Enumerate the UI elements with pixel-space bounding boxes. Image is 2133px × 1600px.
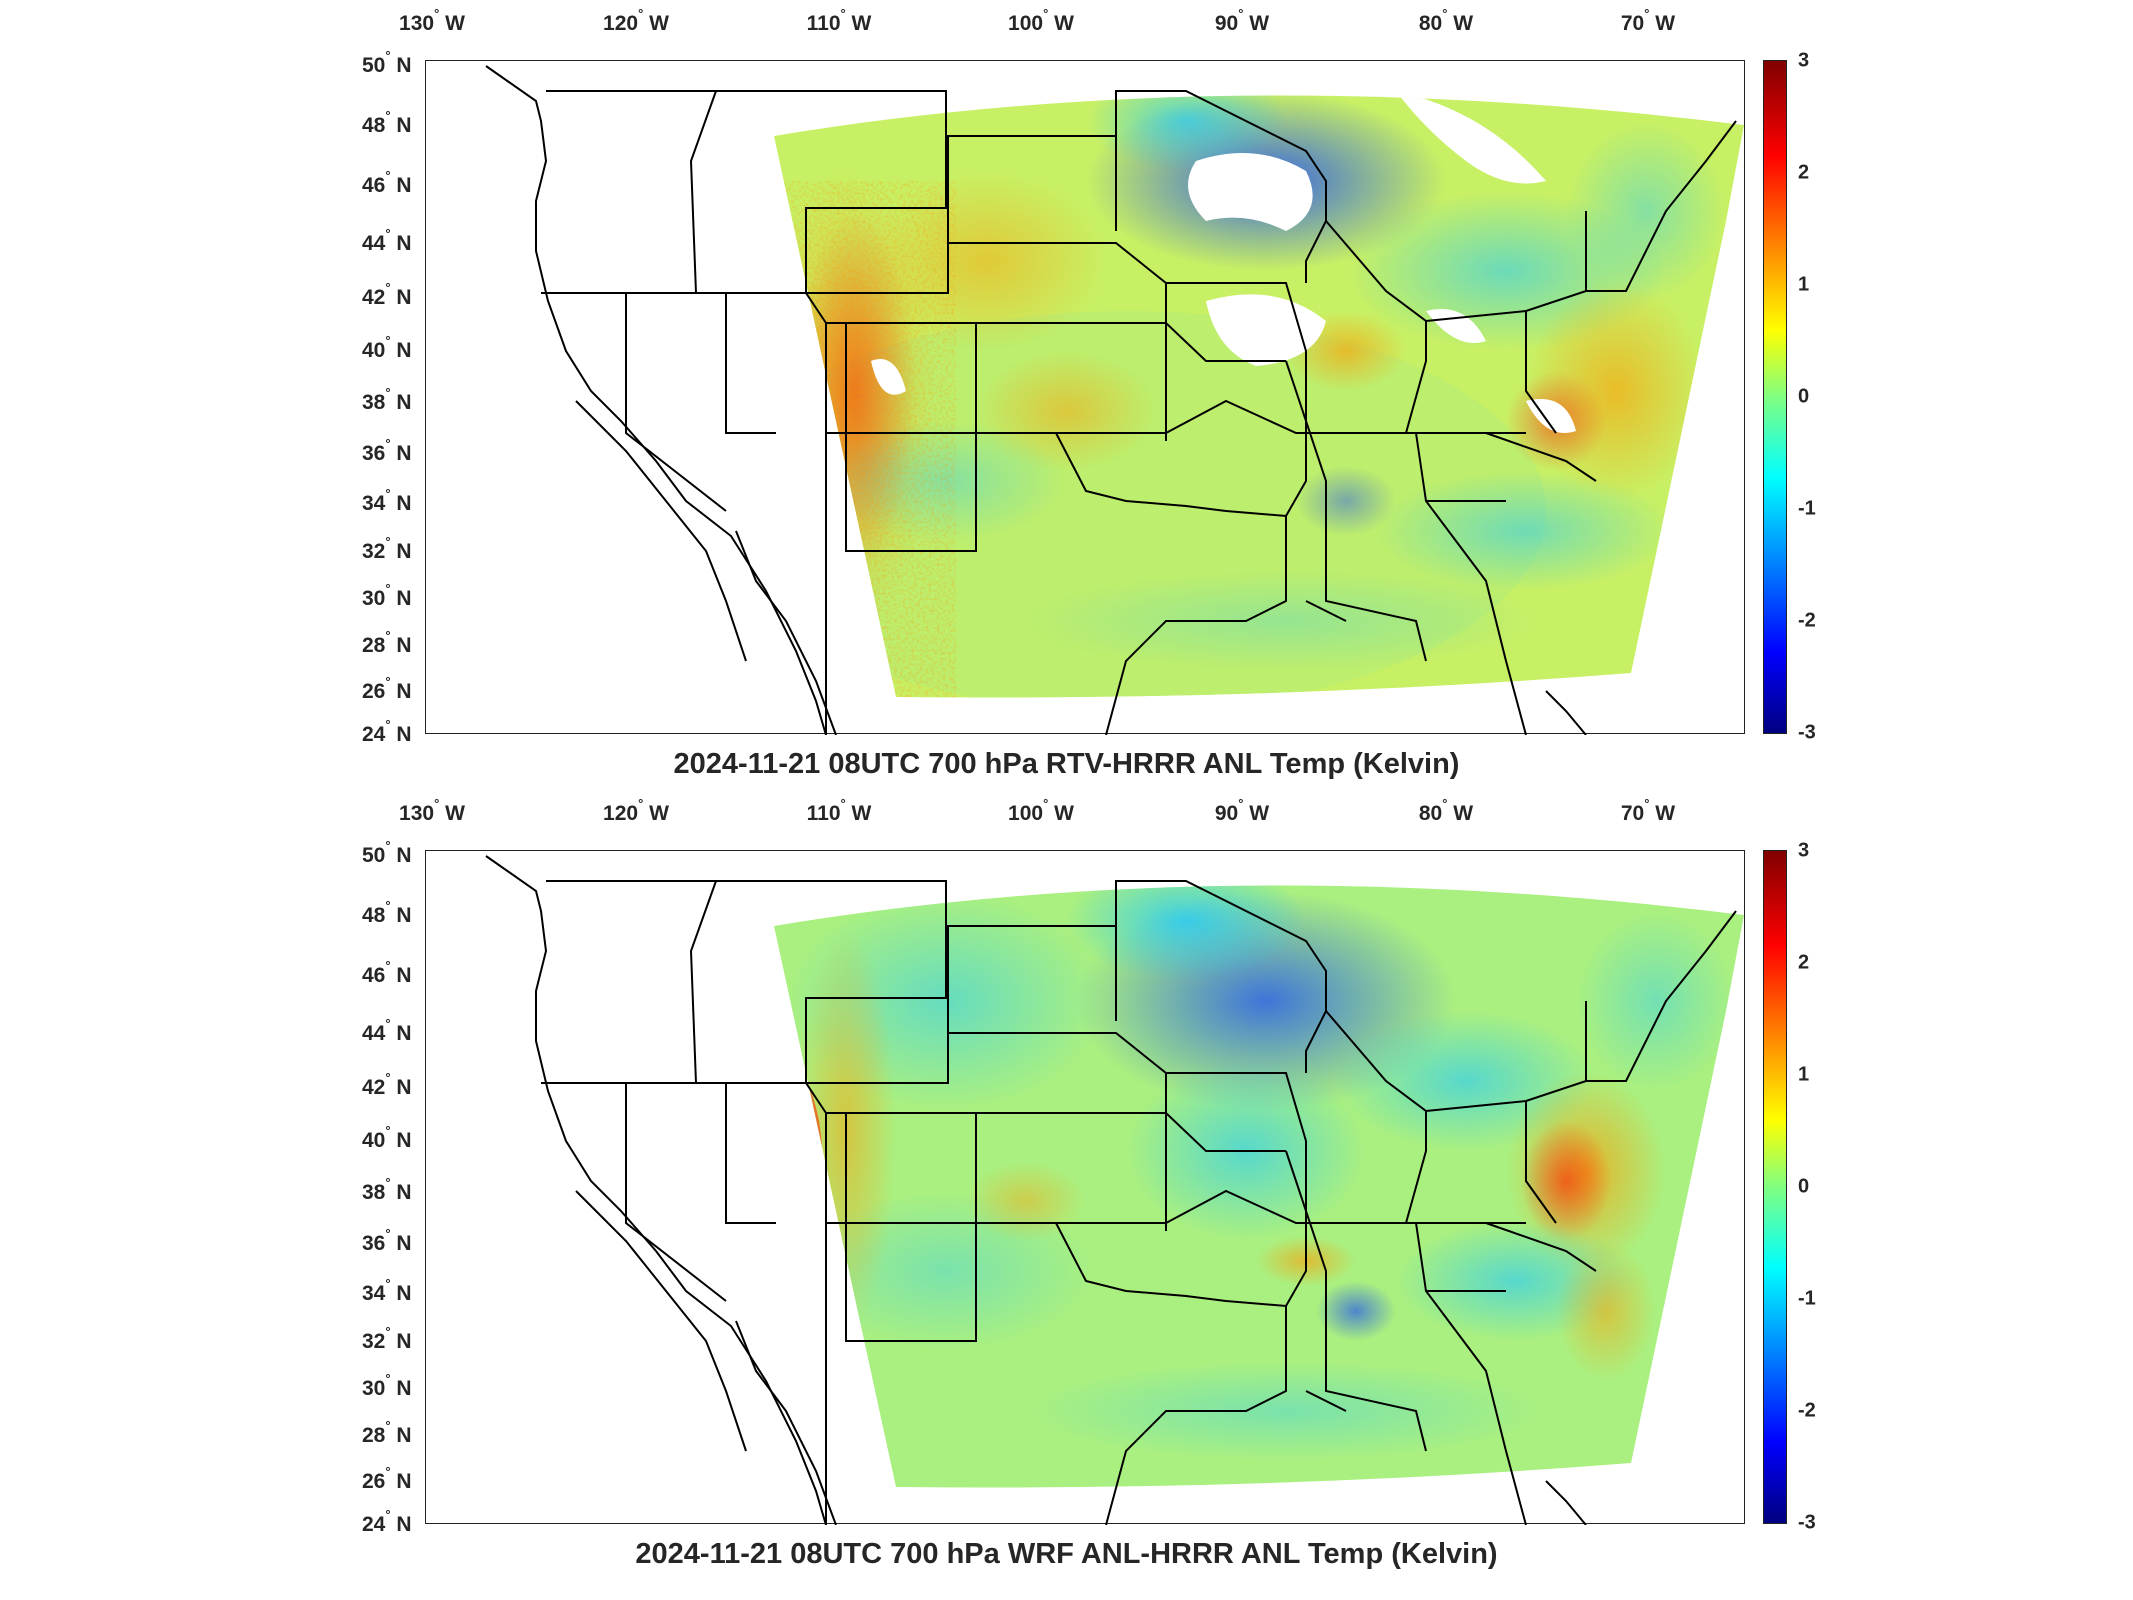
lon-label: 110° W bbox=[806, 796, 872, 825]
lat-label: 24° N bbox=[362, 1507, 412, 1536]
lat-label: 44° N bbox=[362, 1016, 412, 1045]
colorbar-tick: 0 bbox=[1798, 1175, 1810, 1198]
lat-label: 50° N bbox=[362, 838, 412, 867]
lat-label: 48° N bbox=[362, 108, 412, 137]
lat-label: 46° N bbox=[362, 958, 412, 987]
lat-label: 38° N bbox=[362, 385, 412, 414]
temperature-map bbox=[485, 855, 1744, 1525]
colorbar bbox=[1763, 850, 1787, 1524]
lat-label: 32° N bbox=[362, 1324, 412, 1353]
map-frame bbox=[425, 850, 1745, 1525]
lon-label: 100° W bbox=[1008, 796, 1074, 825]
lon-label: 130° W bbox=[399, 6, 465, 35]
lon-label: 70° W bbox=[1620, 796, 1676, 825]
lat-label: 26° N bbox=[362, 674, 412, 703]
lat-label: 48° N bbox=[362, 898, 412, 927]
boundary-lines bbox=[485, 65, 1737, 735]
lat-label: 50° N bbox=[362, 48, 412, 77]
colorbar-tick: -1 bbox=[1798, 1287, 1816, 1310]
colorbar-tick: 1 bbox=[1798, 1063, 1810, 1086]
colorbar-tick: 0 bbox=[1798, 385, 1810, 408]
temperature-map bbox=[485, 65, 1744, 735]
colorbar-tick: 2 bbox=[1798, 951, 1810, 974]
colorbar-tick: 2 bbox=[1798, 161, 1810, 184]
lon-label: 130° W bbox=[399, 796, 465, 825]
lat-label: 34° N bbox=[362, 1276, 412, 1305]
lat-label: 24° N bbox=[362, 717, 412, 746]
lat-label: 30° N bbox=[362, 1371, 412, 1400]
lat-label: 44° N bbox=[362, 226, 412, 255]
lat-label: 38° N bbox=[362, 1175, 412, 1204]
lon-label: 110° W bbox=[806, 6, 872, 35]
lat-label: 42° N bbox=[362, 1070, 412, 1099]
lat-label: 40° N bbox=[362, 333, 412, 362]
lon-label: 80° W bbox=[1418, 6, 1474, 35]
lat-label: 42° N bbox=[362, 280, 412, 309]
colorbar-tick: 3 bbox=[1798, 49, 1810, 72]
lon-label: 70° W bbox=[1620, 6, 1676, 35]
panel-title: 2024-11-21 08UTC 700 hPa RTV-HRRR ANL Te… bbox=[673, 748, 1460, 780]
colorbar-tick: -2 bbox=[1798, 1399, 1816, 1422]
lat-label: 26° N bbox=[362, 1464, 412, 1493]
lat-label: 28° N bbox=[362, 628, 412, 657]
lon-label: 90° W bbox=[1214, 6, 1270, 35]
colorbar-tick: 3 bbox=[1798, 839, 1810, 862]
lat-label: 40° N bbox=[362, 1123, 412, 1152]
colorbar-tick: -3 bbox=[1798, 721, 1816, 744]
lon-label: 80° W bbox=[1418, 796, 1474, 825]
lat-label: 28° N bbox=[362, 1418, 412, 1447]
field-layer bbox=[774, 885, 1744, 1488]
colorbar-tick: 1 bbox=[1798, 273, 1810, 296]
lat-label: 46° N bbox=[362, 168, 412, 197]
lon-label: 120° W bbox=[603, 796, 669, 825]
lat-label: 36° N bbox=[362, 1226, 412, 1255]
colorbar-tick: -1 bbox=[1798, 497, 1816, 520]
field-layer bbox=[774, 95, 1744, 698]
lon-label: 120° W bbox=[603, 6, 669, 35]
colorbar-tick: -3 bbox=[1798, 1511, 1816, 1534]
lat-label: 36° N bbox=[362, 436, 412, 465]
boundary-lines bbox=[485, 855, 1737, 1525]
map-frame bbox=[425, 60, 1745, 735]
panel-title: 2024-11-21 08UTC 700 hPa WRF ANL-HRRR AN… bbox=[635, 1538, 1498, 1570]
lat-label: 30° N bbox=[362, 581, 412, 610]
panel-rtv-hrrr: 130° W 120° W 110° W 100° W 90° W 80° W … bbox=[362, 6, 1816, 780]
lon-label: 90° W bbox=[1214, 796, 1270, 825]
colorbar-tick: -2 bbox=[1798, 609, 1816, 632]
lat-label: 32° N bbox=[362, 534, 412, 563]
colorbar bbox=[1763, 60, 1787, 734]
lon-label: 100° W bbox=[1008, 6, 1074, 35]
panel-wrf-hrrr: 130° W 120° W 110° W 100° W 90° W 80° W … bbox=[0, 790, 2133, 1590]
lat-label: 34° N bbox=[362, 486, 412, 515]
